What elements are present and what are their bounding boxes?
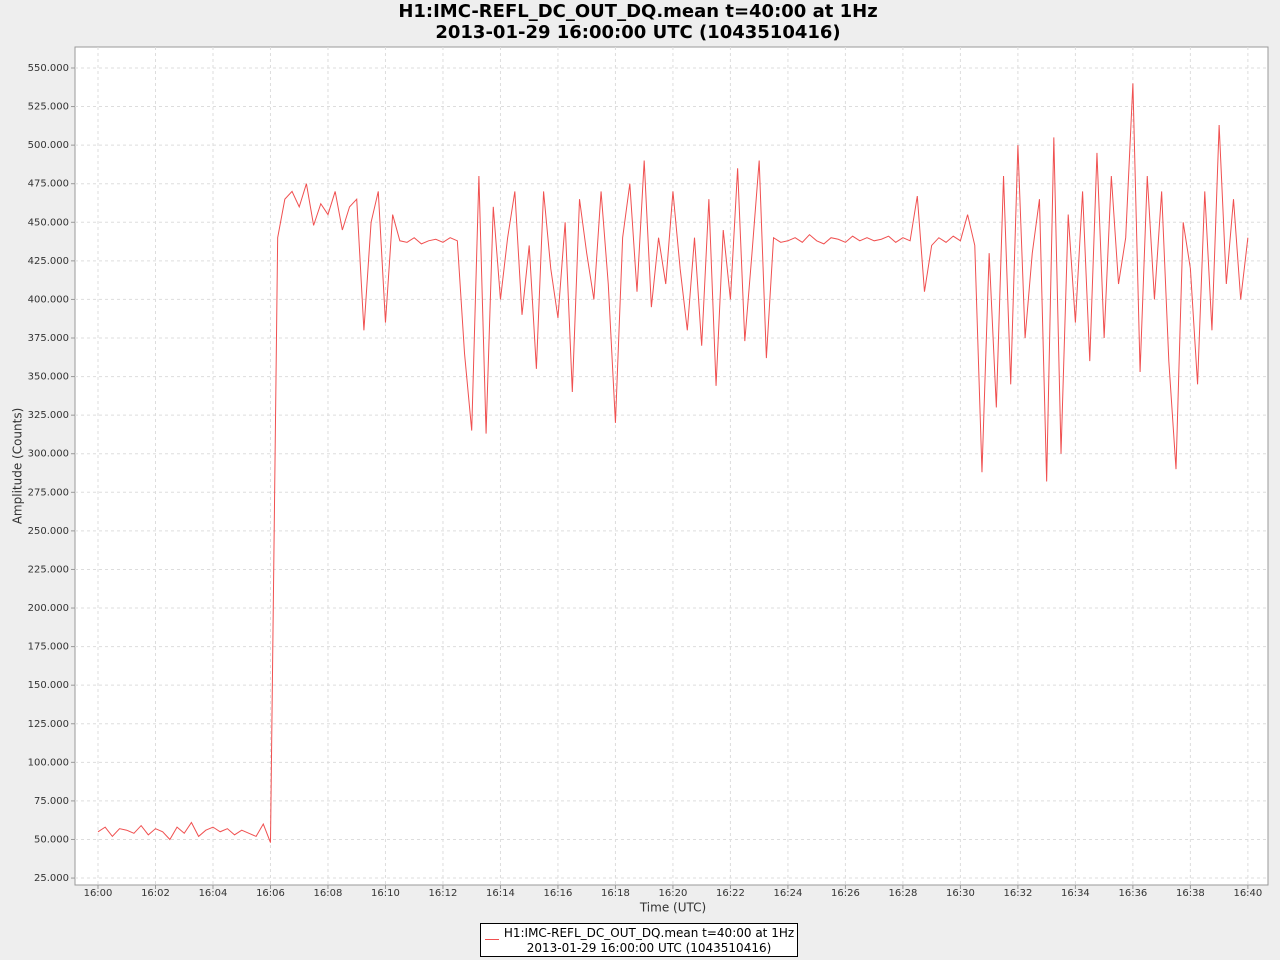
x-tick-label: 16:14	[486, 888, 515, 899]
y-tick-label: 100.000	[28, 757, 69, 768]
chart-title: H1:IMC-REFL_DC_OUT_DQ.mean t=40:00 at 1H…	[398, 1, 878, 43]
data-line	[97, 83, 1249, 843]
y-tick-label: 475.000	[28, 179, 69, 190]
y-tick-label: 275.000	[28, 487, 69, 498]
x-tick-label: 16:24	[774, 888, 803, 899]
x-tick-label: 16:02	[141, 888, 170, 899]
y-tick-label: 375.000	[28, 333, 69, 344]
x-tick-label: 16:06	[256, 888, 285, 899]
x-tick-label: 16:30	[946, 888, 975, 899]
x-tick-label: 16:26	[831, 888, 860, 899]
y-tick-label: 225.000	[28, 564, 69, 575]
y-tick-label: 550.000	[28, 63, 69, 74]
x-axis-label: Time (UTC)	[639, 901, 706, 915]
y-tick-label: 125.000	[28, 719, 69, 730]
x-tick-label: 16:18	[601, 888, 630, 899]
y-tick-label: 525.000	[28, 102, 69, 113]
y-tick-label: 200.000	[28, 603, 69, 614]
y-tick-label: 400.000	[28, 294, 69, 305]
x-tick-label: 16:00	[84, 888, 113, 899]
x-tick-label: 16:08	[314, 888, 343, 899]
y-tick-label: 50.000	[34, 834, 69, 845]
legend: H1:IMC-REFL_DC_OUT_DQ.mean t=40:00 at 1H…	[480, 923, 798, 957]
x-tick-label: 16:32	[1003, 888, 1032, 899]
x-tick-label: 16:34	[1061, 888, 1090, 899]
x-tick-label: 16:16	[544, 888, 573, 899]
x-tick-label: 16:22	[716, 888, 745, 899]
x-tick-label: 16:36	[1118, 888, 1147, 899]
y-tick-label: 150.000	[28, 680, 69, 691]
y-axis-label: Amplitude (Counts)	[11, 408, 25, 525]
y-tick-label: 300.000	[28, 449, 69, 460]
x-tick-label: 16:28	[888, 888, 917, 899]
y-tick-label: 350.000	[28, 372, 69, 383]
x-tick-label: 16:40	[1233, 888, 1262, 899]
y-tick-label: 250.000	[28, 526, 69, 537]
y-tick-label: 75.000	[34, 796, 69, 807]
legend-swatch	[485, 939, 499, 940]
plot-area	[74, 46, 1269, 886]
y-tick-label: 175.000	[28, 642, 69, 653]
legend-label: H1:IMC-REFL_DC_OUT_DQ.mean t=40:00 at 1H…	[503, 926, 795, 955]
y-tick-label: 425.000	[28, 256, 69, 267]
x-tick-label: 16:20	[659, 888, 688, 899]
y-tick-label: 500.000	[28, 140, 69, 151]
y-tick-label: 325.000	[28, 410, 69, 421]
y-tick-label: 25.000	[34, 873, 69, 884]
y-tick-label: 450.000	[28, 217, 69, 228]
x-tick-label: 16:10	[371, 888, 400, 899]
x-tick-label: 16:38	[1176, 888, 1205, 899]
x-tick-label: 16:04	[199, 888, 228, 899]
x-tick-label: 16:12	[429, 888, 458, 899]
